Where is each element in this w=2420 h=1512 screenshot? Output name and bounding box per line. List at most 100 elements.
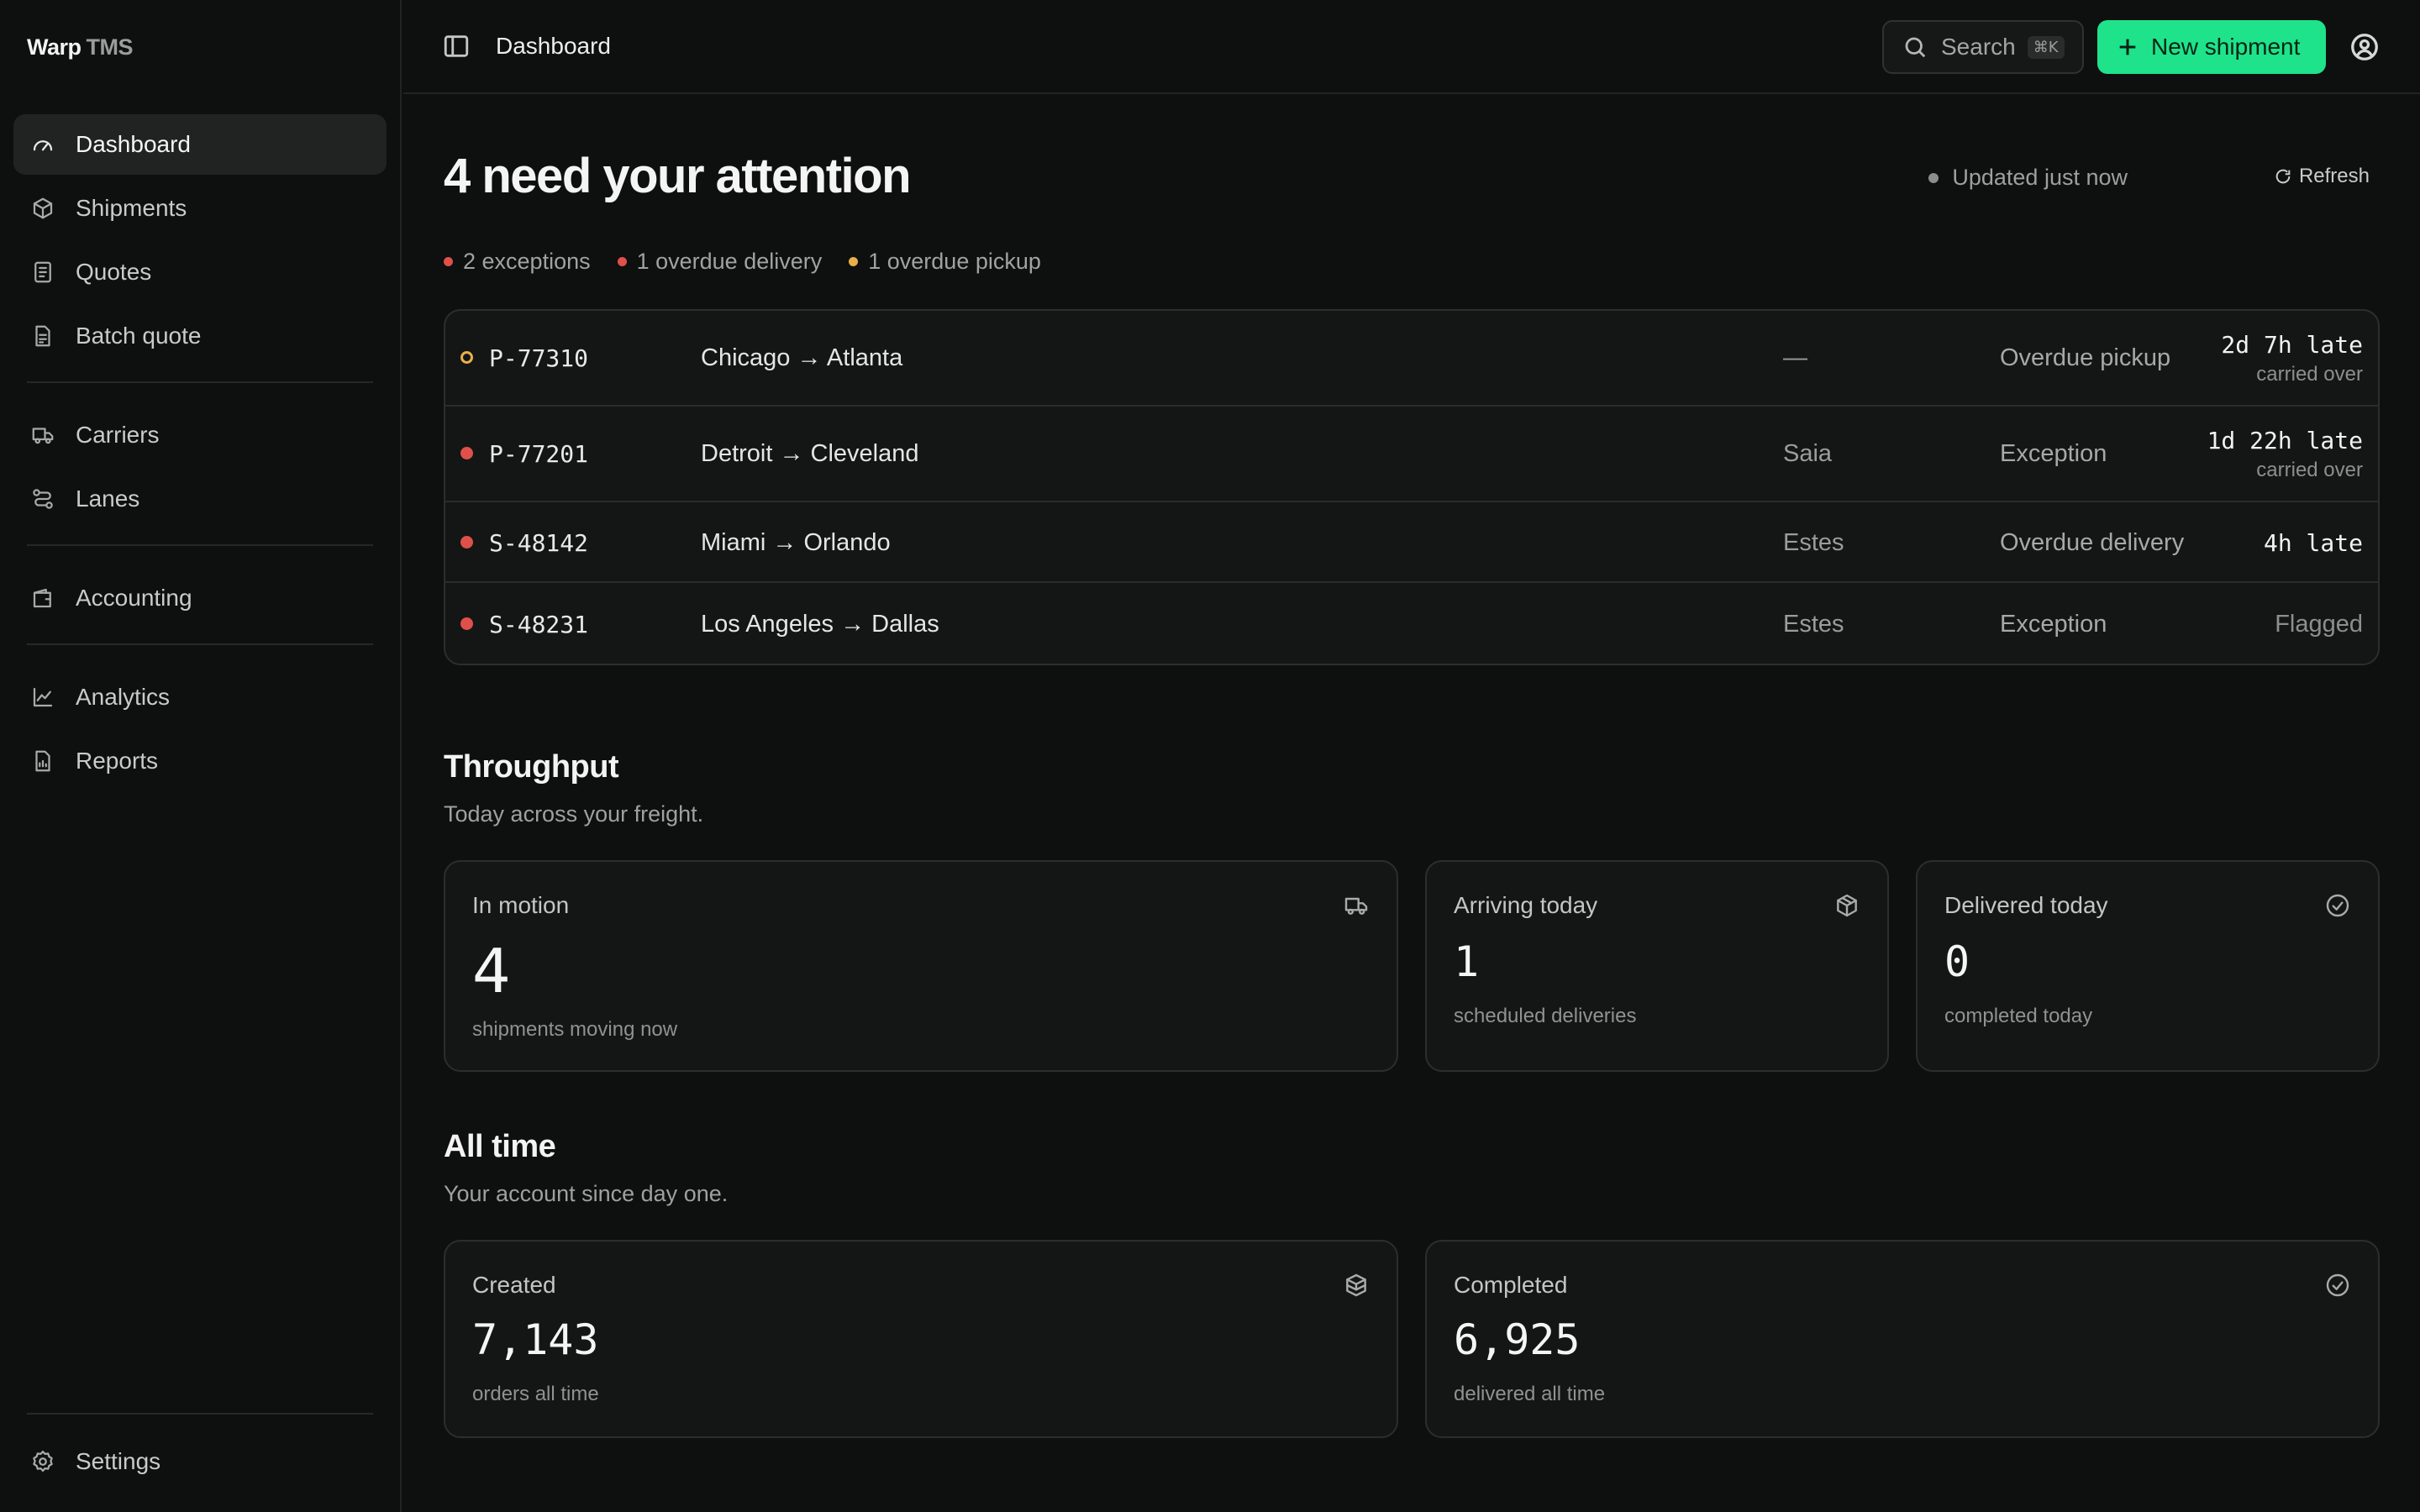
throughput-title: Throughput: [444, 749, 619, 785]
shipment-id: P-77310: [489, 344, 589, 372]
search-shortcut: ⌘K: [2027, 35, 2065, 59]
chip-label: 1 overdue pickup: [868, 249, 1041, 274]
table-row[interactable]: P-77310 Chicago → Atlanta — Overdue pick…: [445, 311, 2378, 407]
sidebar-item-analytics[interactable]: Analytics: [13, 667, 387, 727]
sidebar-item-label: Lanes: [76, 486, 140, 512]
sidebar-item-lanes[interactable]: Lanes: [13, 469, 387, 529]
sidebar-item-reports[interactable]: Reports: [13, 731, 387, 791]
sidebar-item-shipments[interactable]: Shipments: [13, 178, 387, 239]
truck-icon: [32, 428, 54, 444]
chip-label: 2 exceptions: [463, 249, 591, 274]
summary-chip-overdue-pickup: 1 overdue pickup: [849, 249, 1041, 275]
arriving-today-card: Arriving today 1 scheduled deliveries: [1425, 860, 1889, 1072]
brand-name: Warp: [27, 34, 82, 60]
shipment-id: P-77201: [489, 440, 589, 468]
sidebar-item-settings[interactable]: Settings: [13, 1431, 387, 1492]
card-desc: orders all time: [472, 1383, 599, 1405]
card-value: 1: [1454, 937, 1480, 986]
topbar: Dashboard Search ⌘K New shipment: [403, 0, 2420, 94]
created-card: Created 7,143 orders all time: [444, 1240, 1398, 1438]
sidebar-item-label: Batch quote: [76, 323, 202, 349]
card-desc: shipments moving now: [472, 1018, 678, 1041]
sidebar-item-carriers[interactable]: Carriers: [13, 405, 387, 465]
package-icon: [1837, 894, 1857, 917]
updated-status: Updated just now: [1928, 165, 2128, 191]
refresh-icon: [2275, 169, 2291, 184]
route: Detroit → Cleveland: [701, 440, 919, 467]
nav-divider: [27, 544, 373, 546]
breadcrumb: Dashboard: [496, 33, 611, 59]
sidebar-item-label: Carriers: [76, 422, 160, 448]
sidebar-item-label: Reports: [76, 748, 159, 774]
card-desc: delivered all time: [1454, 1383, 1606, 1405]
alltime-title: All time: [444, 1129, 556, 1164]
box-icon: [33, 197, 53, 219]
sidebar-item-label: Shipments: [76, 195, 187, 221]
new-shipment-button[interactable]: New shipment: [2097, 20, 2326, 74]
sidebar-item-batch-quote[interactable]: Batch quote: [13, 306, 387, 366]
card-value: 7,143: [472, 1315, 599, 1364]
sidebar-item-accounting[interactable]: Accounting: [13, 568, 387, 628]
flag-label: Flagged: [2275, 611, 2363, 638]
sidebar-item-label: Settings: [76, 1448, 161, 1474]
sidebar-item-label: Quotes: [76, 259, 152, 285]
table-row[interactable]: S-48142 Miami → Orlando Estes Overdue de…: [445, 502, 2378, 583]
status-dot: [460, 447, 473, 459]
throughput-subtitle: Today across your freight.: [444, 801, 704, 827]
refresh-label: Refresh: [2298, 165, 2370, 187]
truck-icon: [1344, 897, 1368, 915]
sidebar-item-label: Accounting: [76, 585, 192, 611]
carrier: Estes: [1783, 611, 1844, 638]
sidebar-nav: Dashboard Shipments Quotes Batch quote C…: [0, 94, 400, 791]
brand-logo[interactable]: Warp TMS: [0, 0, 400, 94]
red-dot: [444, 257, 453, 266]
card-value: 6,925: [1454, 1315, 1581, 1364]
route: Chicago → Atlanta: [701, 344, 903, 371]
sidebar: Warp TMS Dashboard Shipments Quotes Batc…: [0, 0, 402, 1512]
boxes-icon: [1346, 1273, 1366, 1297]
table-row[interactable]: P-77201 Detroit → Cleveland Saia Excepti…: [445, 407, 2378, 502]
sidebar-item-dashboard[interactable]: Dashboard: [13, 114, 387, 175]
gauge-icon: [33, 140, 53, 151]
card-label: In motion: [472, 892, 570, 918]
report-file-icon: [35, 750, 50, 772]
check-circle-icon: [2326, 894, 2349, 917]
nav-divider: [27, 381, 373, 383]
status: Exception: [2000, 440, 2107, 467]
card-desc: completed today: [1944, 1005, 2093, 1027]
status-dot: [460, 536, 473, 549]
summary-chip-overdue-delivery: 1 overdue delivery: [617, 249, 822, 275]
shipment-id: S-48231: [489, 611, 589, 638]
search-button[interactable]: Search ⌘K: [1882, 20, 2084, 74]
route: Miami → Orlando: [701, 529, 891, 556]
late-time: 1d 22h late: [2207, 427, 2363, 454]
sidebar-toggle-icon[interactable]: [442, 32, 471, 60]
alltime-subtitle: Your account since day one.: [444, 1181, 729, 1206]
new-shipment-label: New shipment: [2151, 34, 2301, 60]
receipt-icon: [34, 261, 51, 283]
gear-icon: [33, 1451, 53, 1472]
search-icon: [1905, 37, 1926, 58]
status-dot: [1928, 172, 1939, 183]
search-label: Search: [1941, 34, 2016, 60]
attention-table: P-77310 Chicago → Atlanta — Overdue pick…: [444, 309, 2380, 665]
sidebar-item-quotes[interactable]: Quotes: [13, 242, 387, 302]
carrier: Estes: [1783, 529, 1844, 556]
in-motion-card: In motion 4 shipments moving now: [444, 860, 1398, 1072]
red-dot: [617, 257, 627, 266]
refresh-button[interactable]: Refresh: [2274, 165, 2370, 188]
status-dot: [460, 351, 473, 364]
plus-icon: [2119, 39, 2136, 55]
brand-suffix: TMS: [86, 34, 134, 60]
table-row[interactable]: S-48231 Los Angeles → Dallas Estes Excep…: [445, 583, 2378, 664]
carrier: Saia: [1783, 440, 1833, 467]
card-label: Arriving today: [1454, 892, 1598, 918]
card-value: 4: [472, 936, 511, 1006]
late-note: carried over: [2256, 363, 2363, 386]
carrier: —: [1783, 344, 1807, 371]
user-account-icon[interactable]: [2349, 32, 2380, 62]
check-circle-icon: [2326, 1273, 2349, 1297]
wallet-icon: [33, 588, 51, 608]
route-icon: [33, 489, 53, 509]
updated-label: Updated just now: [1952, 165, 2128, 190]
